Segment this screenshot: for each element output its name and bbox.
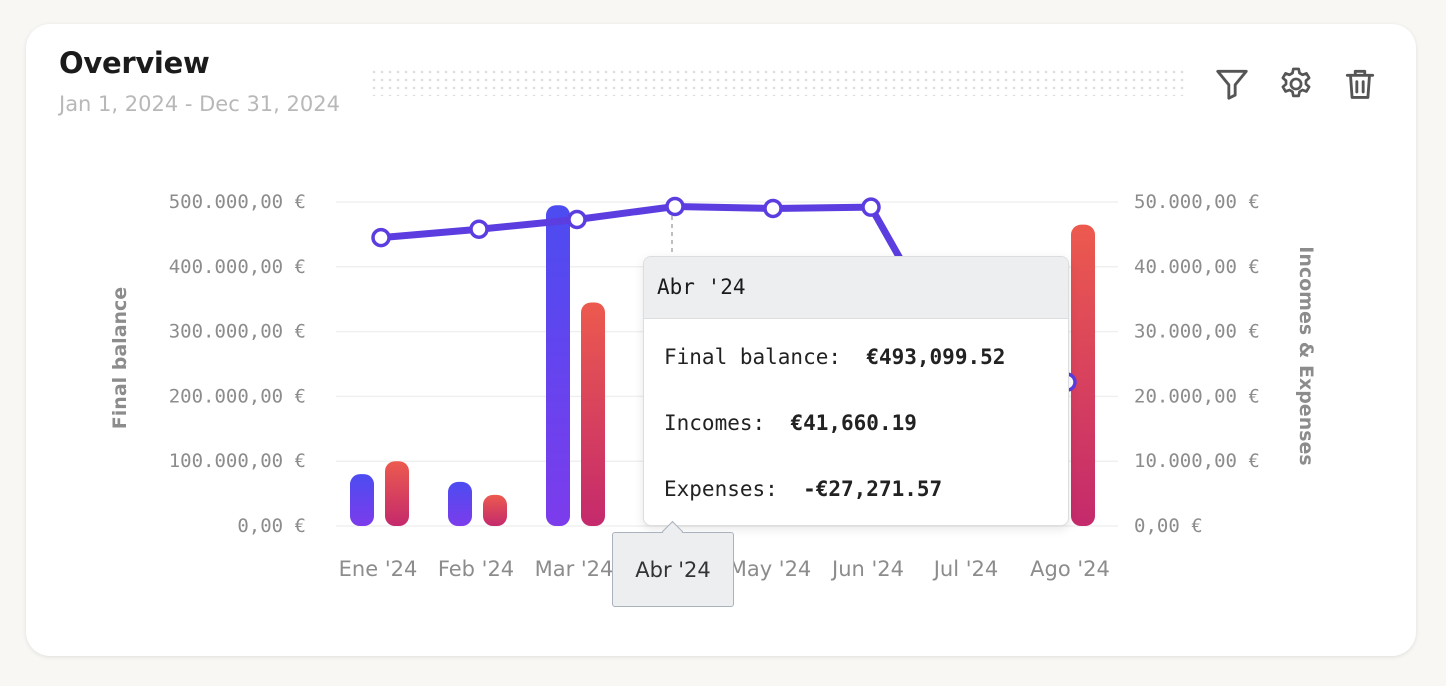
tooltip-expenses-value: -€27,271.57	[803, 477, 943, 501]
tooltip-balance-row: Final balance: €493,099.52	[664, 345, 1005, 369]
y-tick-right: 50.000,00 €	[1134, 191, 1260, 213]
tooltip-incomes-value: €41,660.19	[790, 411, 917, 435]
tooltip-incomes-label: Incomes:	[664, 411, 766, 435]
x-tick-label: Jul '24	[932, 557, 999, 581]
tooltip-balance-label: Final balance:	[664, 345, 842, 369]
expense-bar[interactable]	[1071, 224, 1095, 526]
income-bar[interactable]	[350, 474, 374, 526]
x-tick-label: Jun '24	[830, 557, 904, 581]
balance-point[interactable]	[371, 227, 391, 248]
right-axis-label: Incomes & Expenses	[1295, 246, 1317, 465]
tooltip-expenses-label: Expenses:	[664, 477, 778, 501]
balance-point[interactable]	[469, 219, 489, 239]
x-axis-hover-badge: Abr '24	[612, 532, 734, 607]
card-title: Overview	[59, 46, 210, 80]
delete-button[interactable]	[1338, 62, 1382, 106]
x-tick-label: Ene '24	[339, 557, 418, 581]
x-tick-label: Mar '24	[535, 557, 614, 581]
y-tick-right: 10.000,00 €	[1134, 450, 1260, 472]
balance-point[interactable]	[567, 209, 587, 230]
expense-bar[interactable]	[483, 494, 507, 526]
x-tick-label: May '24	[729, 557, 812, 581]
tooltip-balance-value: €493,099.52	[866, 345, 1006, 369]
tooltip-incomes-row: Incomes: €41,660.19	[664, 411, 917, 435]
y-tick-right: 30.000,00 €	[1134, 321, 1260, 343]
y-tick-left: 500.000,00 €	[169, 191, 306, 213]
left-axis-label: Final balance	[109, 287, 131, 429]
chart-tooltip: Abr '24 Final balance: €493,099.52 Incom…	[643, 256, 1069, 526]
balance-point[interactable]	[763, 198, 783, 219]
y-tick-right: 40.000,00 €	[1134, 256, 1260, 278]
filter-button[interactable]	[1210, 62, 1254, 106]
y-tick-right: 0,00 €	[1134, 515, 1203, 537]
x-tick-label: Feb '24	[438, 557, 514, 581]
y-tick-left: 0,00 €	[237, 515, 306, 537]
y-tick-left: 300.000,00 €	[169, 321, 306, 343]
tooltip-title: Abr '24	[644, 257, 1068, 319]
x-tick-label: Ago '24	[1030, 557, 1110, 581]
trash-icon	[1345, 69, 1375, 99]
y-tick-right: 20.000,00 €	[1134, 385, 1260, 407]
income-bar[interactable]	[448, 481, 472, 526]
y-tick-left: 400.000,00 €	[169, 256, 306, 278]
settings-button[interactable]	[1274, 62, 1318, 106]
drag-handle[interactable]	[370, 68, 1186, 96]
y-tick-left: 100.000,00 €	[169, 450, 306, 472]
tooltip-expenses-row: Expenses: -€27,271.57	[664, 477, 942, 501]
gear-icon	[1281, 67, 1311, 98]
income-bar[interactable]	[546, 205, 570, 527]
expense-bar[interactable]	[385, 461, 409, 526]
date-range: Jan 1, 2024 - Dec 31, 2024	[59, 92, 340, 116]
balance-point[interactable]	[665, 196, 685, 217]
filter-icon	[1216, 69, 1248, 100]
y-tick-left: 200.000,00 €	[169, 385, 306, 407]
expense-bar[interactable]	[581, 302, 605, 526]
balance-point[interactable]	[861, 197, 881, 217]
